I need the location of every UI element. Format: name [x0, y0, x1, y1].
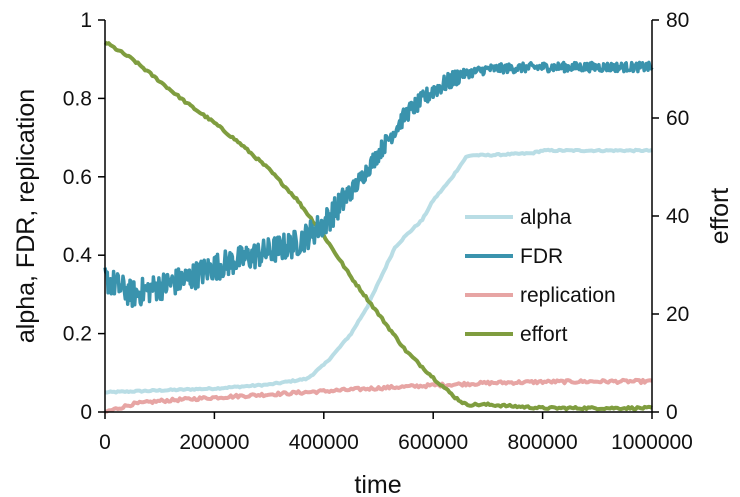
y-left-tick-label: 0.6 — [63, 166, 92, 189]
y-right-tick-label: 40 — [666, 205, 689, 228]
series-line-fdr — [103, 60, 654, 308]
y-right-tick-label: 20 — [666, 303, 689, 326]
y-right-ticks: 0 20 40 60 80 — [652, 9, 689, 424]
series-line-replication — [104, 377, 653, 414]
legend-label-fdr: FDR — [520, 245, 563, 268]
y-left-tick-label: 0.2 — [63, 323, 92, 346]
x-tick-label: 800000 — [508, 431, 578, 454]
y-right-tick-label: 0 — [666, 401, 678, 424]
y-left-tick-label: 0.4 — [63, 244, 93, 267]
legend: alpha FDR replication effort — [465, 206, 616, 346]
legend-label-replication: replication — [520, 284, 616, 307]
x-tick-label: 200000 — [179, 431, 249, 454]
x-axis-title: time — [354, 471, 401, 497]
y-left-ticks: 0 0.2 0.4 0.6 0.8 1 — [63, 9, 105, 424]
legend-label-alpha: alpha — [520, 206, 572, 229]
x-tick-label: 600000 — [398, 431, 468, 454]
x-ticks: 0 200000 400000 600000 800000 1000000 — [99, 412, 693, 454]
series-layer — [103, 40, 654, 414]
y-axis-left-title: alpha, FDR, replication — [12, 89, 40, 343]
y-right-tick-label: 60 — [666, 107, 689, 130]
series-line-effort — [103, 40, 653, 412]
y-left-tick-label: 0.8 — [63, 87, 92, 110]
y-axis-right-title: effort — [706, 188, 734, 245]
legend-label-effort: effort — [520, 323, 568, 346]
y-left-tick-label: 0 — [80, 401, 92, 424]
y-right-tick-label: 80 — [666, 9, 689, 32]
x-tick-label: 400000 — [289, 431, 359, 454]
series-line-alpha — [104, 147, 653, 395]
x-tick-label: 1000000 — [611, 431, 693, 454]
y-left-tick-label: 1 — [80, 9, 92, 32]
x-tick-label: 0 — [99, 431, 111, 454]
